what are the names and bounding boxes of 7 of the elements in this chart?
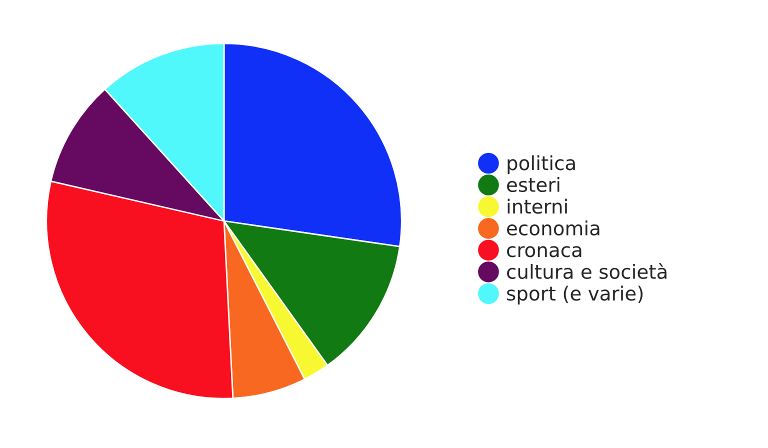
legend-label: interni [508,198,567,214]
legend-label: economia [507,220,600,236]
legend-label: sport (e varie) [507,286,643,304]
legend-label: cultura e società [507,263,666,279]
legend-label: politica [508,155,575,174]
legend-label: esteri [507,177,560,192]
legend-label: cronaca [507,246,582,258]
